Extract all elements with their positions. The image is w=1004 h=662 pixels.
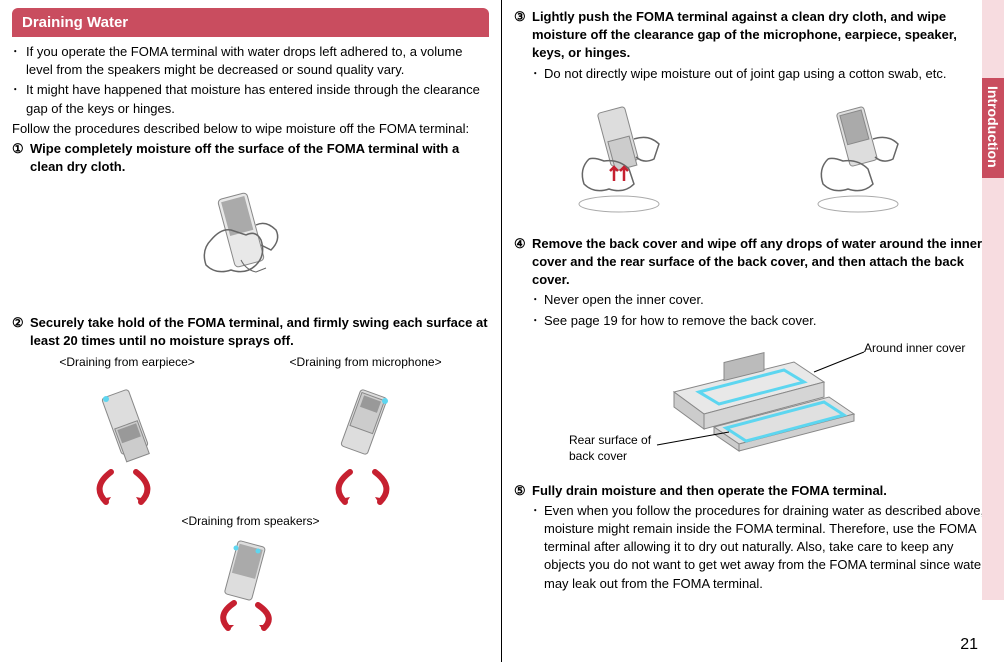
label-rear-surface-2: back cover [569, 448, 627, 465]
step-text: Remove the back cover and wipe off any d… [532, 235, 992, 290]
step-5-sub: ･ Even when you follow the procedures fo… [532, 502, 992, 593]
step-text: Lightly push the FOMA terminal against a… [532, 8, 992, 63]
sub-bullet-dot: ･ [532, 502, 544, 593]
follow-text: Follow the procedures described below to… [12, 120, 489, 138]
step-1: ① Wipe completely moisture off the surfa… [12, 140, 489, 176]
step-5: ⑤ Fully drain moisture and then operate … [514, 482, 992, 500]
phone-wipe-illustration [171, 180, 331, 300]
two-phones-wipe [514, 89, 992, 229]
caption-microphone: <Draining from microphone> [290, 354, 442, 371]
side-tab-label: Introduction [982, 86, 1002, 168]
section-header: Draining Water [12, 8, 489, 37]
page-number: 21 [960, 634, 978, 656]
step-num: ⑤ [514, 482, 532, 500]
caption-speakers-wrap: <Draining from speakers> [12, 513, 489, 530]
step-num: ② [12, 314, 30, 350]
bullet-item: ･ If you operate the FOMA terminal with … [12, 43, 489, 79]
sub-bullet-text: Do not directly wipe moisture out of joi… [544, 65, 992, 83]
left-column: Draining Water ･ If you operate the FOMA… [0, 0, 502, 662]
step-4-sub-1: ･ Never open the inner cover. [532, 291, 992, 309]
bullet-text: If you operate the FOMA terminal with wa… [26, 43, 489, 79]
step-num: ③ [514, 8, 532, 63]
figure-speakers [12, 533, 489, 638]
sub-bullet-dot: ･ [532, 312, 544, 330]
two-phones-row [12, 377, 489, 507]
step-4-sub-2: ･ See page 19 for how to remove the back… [532, 312, 992, 330]
sub-bullet-text: Even when you follow the procedures for … [544, 502, 992, 593]
caption-row: <Draining from earpiece> <Draining from … [12, 354, 489, 371]
bullet-item: ･ It might have happened that moisture h… [12, 81, 489, 117]
step-3-sub: ･ Do not directly wipe moisture out of j… [532, 65, 992, 83]
sub-bullet-text: Never open the inner cover. [544, 291, 992, 309]
sub-bullet-text: See page 19 for how to remove the back c… [544, 312, 992, 330]
phone-swing-speakers [186, 533, 316, 633]
phone-swing-microphone [295, 377, 445, 507]
back-cover-diagram: Around inner cover Rear surface of back … [514, 332, 992, 482]
step-3: ③ Lightly push the FOMA terminal against… [514, 8, 992, 63]
sub-bullet-dot: ･ [532, 65, 544, 83]
step-2: ② Securely take hold of the FOMA termina… [12, 314, 489, 350]
right-column: ③ Lightly push the FOMA terminal against… [502, 0, 1004, 662]
phone-swing-earpiece [56, 377, 206, 507]
bullet-dot: ･ [12, 81, 26, 117]
label-rear-surface-1: Rear surface of [569, 432, 651, 449]
step-text: Wipe completely moisture off the surface… [30, 140, 489, 176]
step-text: Securely take hold of the FOMA terminal,… [30, 314, 489, 350]
phone-push-front [554, 89, 714, 229]
bullet-dot: ･ [12, 43, 26, 79]
figure-wipe [12, 180, 489, 305]
bullet-text: It might have happened that moisture has… [26, 81, 489, 117]
sub-bullet-dot: ･ [532, 291, 544, 309]
caption-earpiece: <Draining from earpiece> [59, 354, 194, 371]
step-4: ④ Remove the back cover and wipe off any… [514, 235, 992, 290]
label-inner-cover: Around inner cover [864, 340, 965, 357]
caption-speakers: <Draining from speakers> [12, 513, 489, 530]
phone-push-back [793, 89, 953, 229]
step-num: ④ [514, 235, 532, 290]
step-text: Fully drain moisture and then operate th… [532, 482, 992, 500]
step-num: ① [12, 140, 30, 176]
